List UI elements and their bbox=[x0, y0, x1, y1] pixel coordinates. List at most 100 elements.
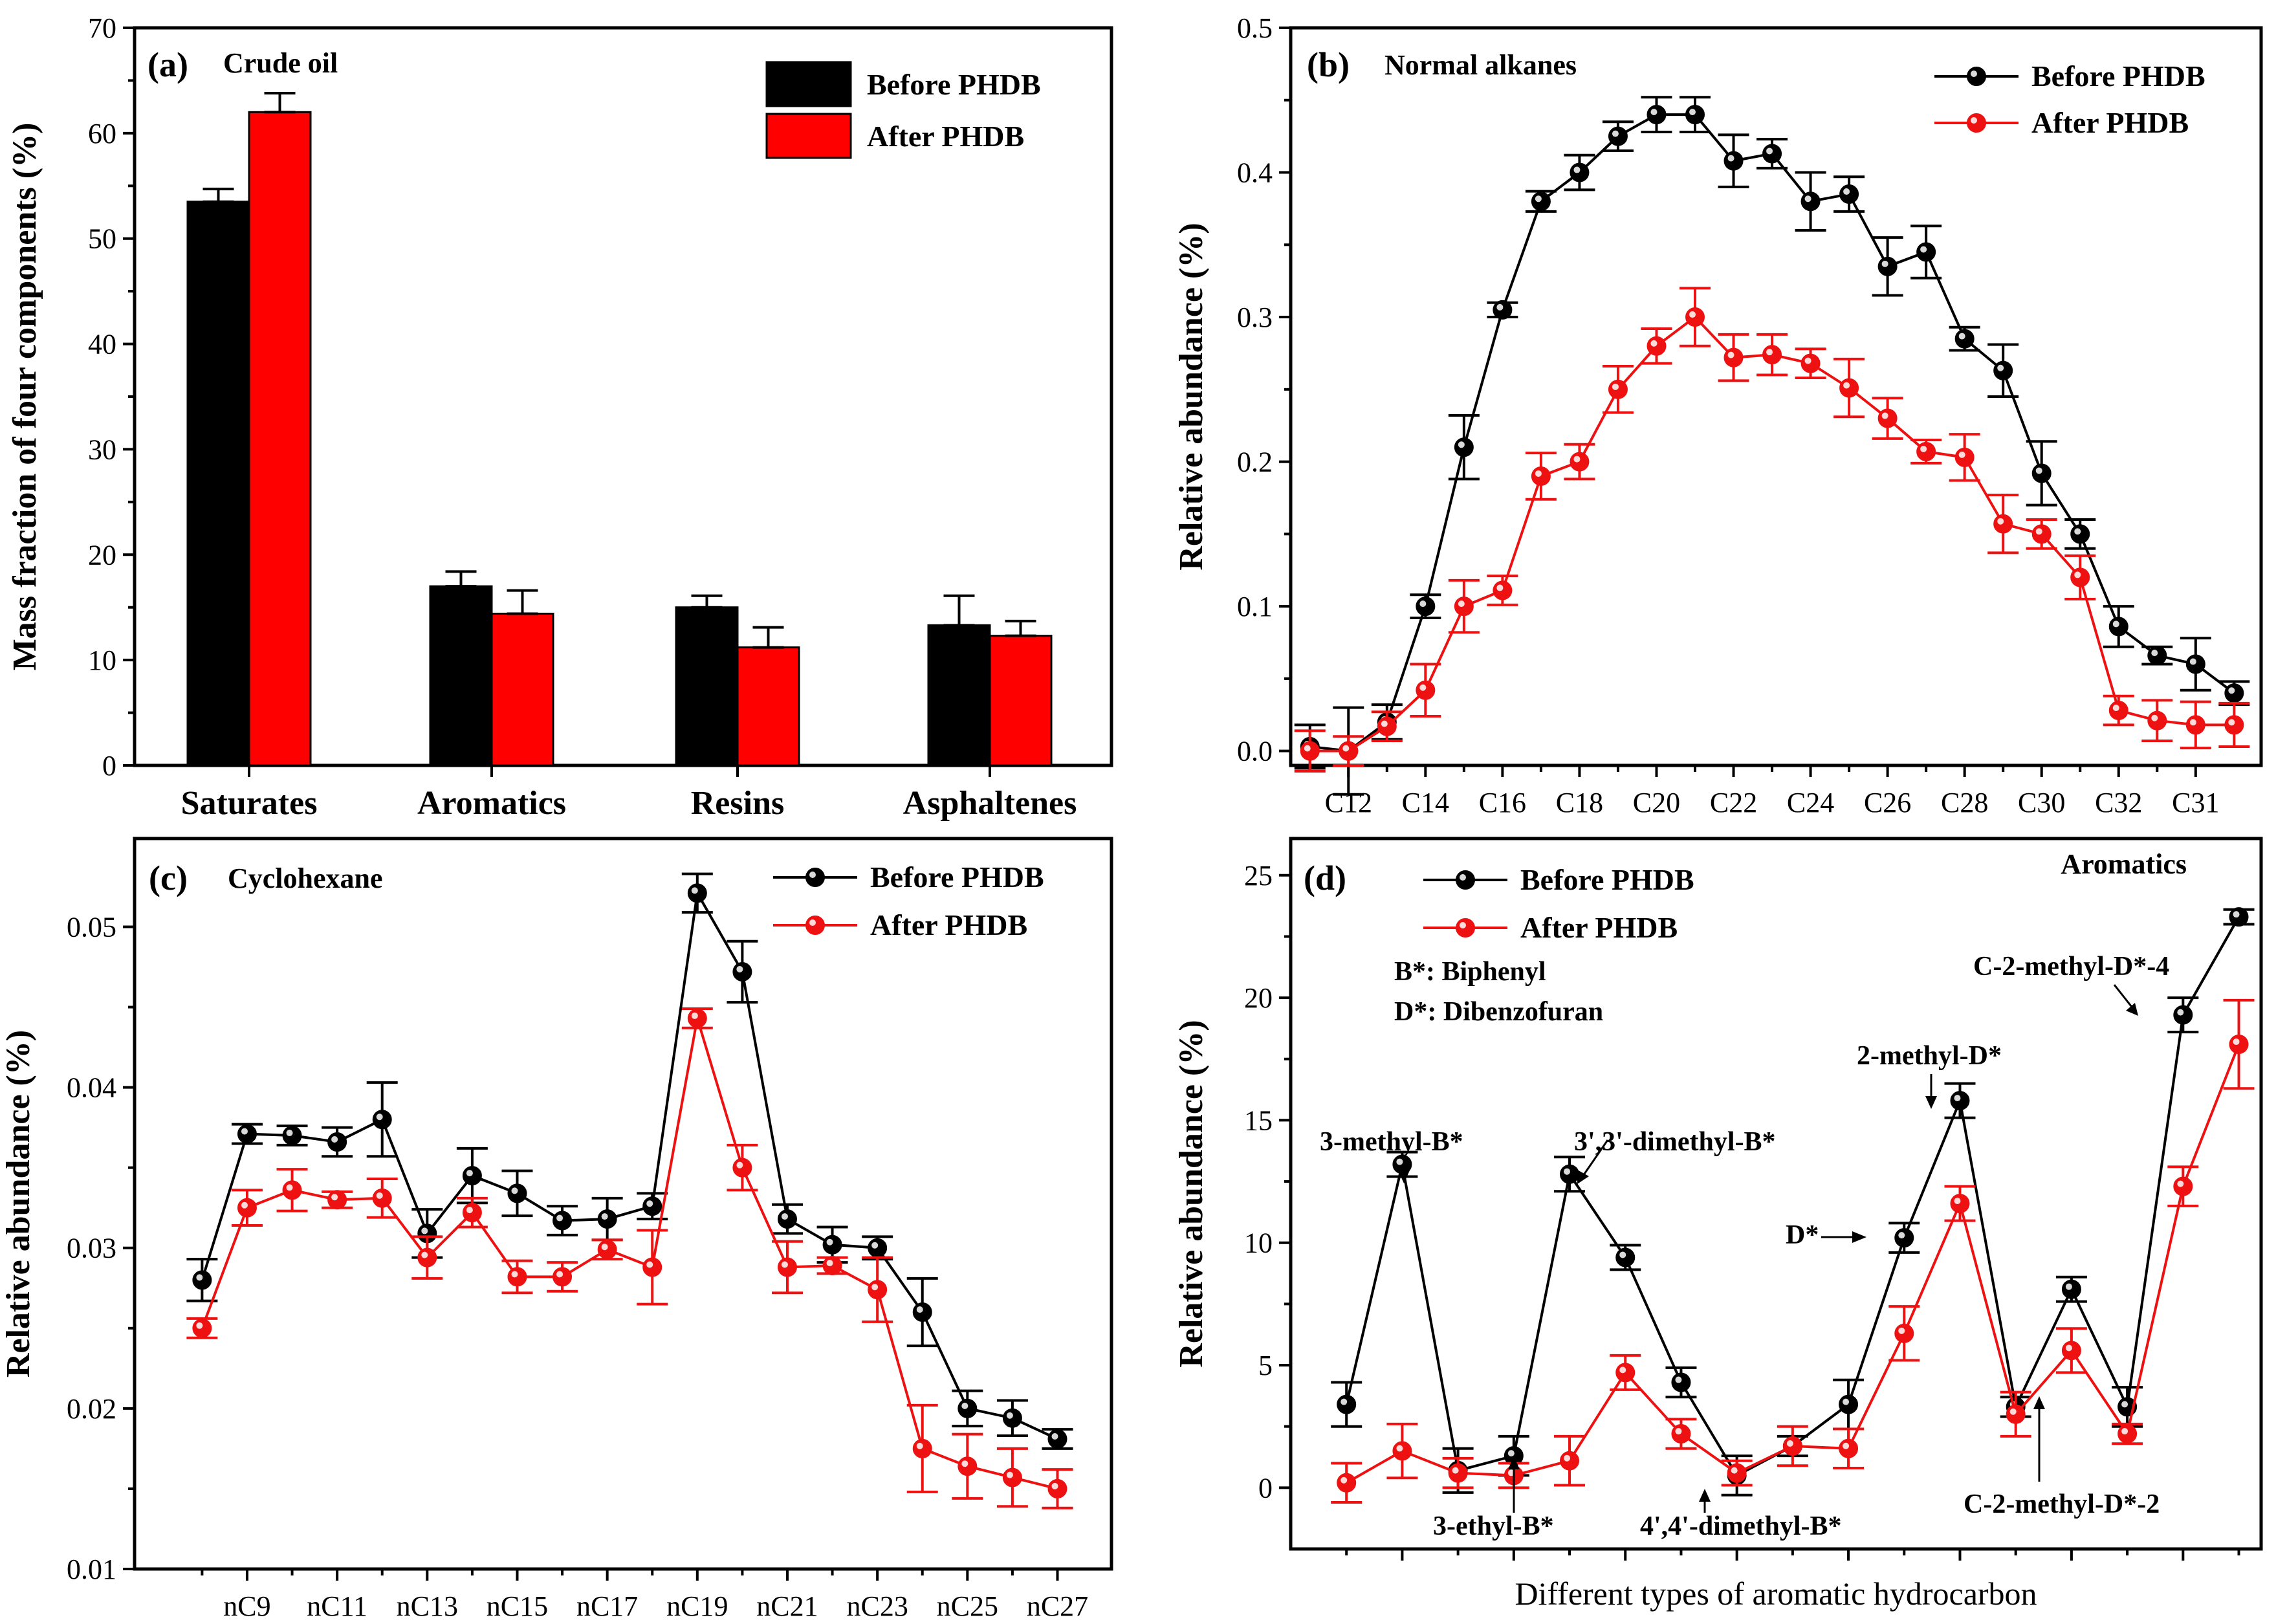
b-before-point bbox=[1877, 256, 1898, 276]
c-y-tick-label: 0.01 bbox=[67, 1553, 116, 1585]
b-before-point-highlight bbox=[1419, 600, 1427, 608]
c-before-point bbox=[553, 1211, 573, 1231]
b-before-point-highlight bbox=[1997, 364, 2004, 371]
c-after-point bbox=[912, 1438, 932, 1458]
d-after-point bbox=[1950, 1194, 1970, 1214]
c-after-point-highlight bbox=[736, 1161, 743, 1169]
d-before-point bbox=[1894, 1228, 1914, 1248]
c-y-tick-label: 0.05 bbox=[67, 911, 116, 943]
d-before-point-highlight bbox=[1340, 1398, 1348, 1405]
c-before-point-highlight bbox=[331, 1136, 338, 1143]
d-after-point bbox=[1337, 1473, 1357, 1493]
d-before-point-highlight bbox=[1619, 1251, 1626, 1258]
b-before-point bbox=[2031, 463, 2052, 483]
c-before-point-highlight bbox=[421, 1227, 428, 1234]
a-before-bar bbox=[429, 585, 493, 767]
c-after-point-highlight bbox=[646, 1261, 653, 1268]
c-after-point-highlight bbox=[916, 1442, 923, 1449]
b-after-point-highlight bbox=[1612, 383, 1619, 390]
d-after-point-highlight bbox=[1564, 1454, 1571, 1462]
b-before-point-highlight bbox=[1920, 246, 1927, 253]
b-x-tick-label: C18 bbox=[1556, 787, 1603, 818]
d-before-point bbox=[1615, 1247, 1636, 1267]
b-after-point bbox=[1531, 466, 1551, 486]
c-before-point-highlight bbox=[376, 1114, 383, 1121]
a-before-bar bbox=[927, 624, 991, 767]
b-after-point-highlight bbox=[2228, 719, 2235, 726]
b-after-point-highlight bbox=[1689, 311, 1696, 318]
d-after-point bbox=[2061, 1341, 2081, 1361]
c-before-point bbox=[1047, 1429, 1067, 1449]
c-before-point bbox=[282, 1126, 302, 1146]
c-panel-label: (c) bbox=[149, 859, 188, 897]
d-before-point bbox=[2061, 1279, 2081, 1299]
d-before-point-highlight bbox=[2177, 1009, 2184, 1016]
d-legend-label: After PHDB bbox=[1520, 911, 1678, 944]
c-after-point bbox=[777, 1257, 797, 1277]
b-y-tick-label: 0.0 bbox=[1237, 736, 1273, 767]
d-after-point-highlight bbox=[2177, 1180, 2184, 1187]
d-annotation-arrow bbox=[2113, 984, 2135, 1010]
a-y-tick-label: 40 bbox=[88, 329, 116, 360]
b-after-point bbox=[1839, 378, 1859, 398]
b-before-point-highlight bbox=[1766, 148, 1773, 155]
b-after-point bbox=[2031, 524, 2052, 544]
b-before-line bbox=[1309, 113, 2235, 752]
d-annotation-arrowhead bbox=[1699, 1489, 1711, 1502]
d-after-point bbox=[1392, 1441, 1412, 1461]
c-before-point-highlight bbox=[196, 1274, 203, 1281]
b-x-tick-label: C14 bbox=[1402, 787, 1449, 818]
d-before-point-highlight bbox=[2121, 1401, 2128, 1408]
b-panel-label: (b) bbox=[1307, 45, 1350, 84]
d-after-point bbox=[1448, 1463, 1468, 1483]
b-after-point bbox=[1993, 514, 2013, 534]
b-before-point bbox=[2224, 683, 2244, 703]
d-annotation: 3-ethyl-B* bbox=[1433, 1511, 1554, 1541]
c-before-point bbox=[507, 1183, 527, 1203]
c-x-tick-label: nC11 bbox=[307, 1590, 367, 1622]
b-before-point bbox=[1954, 329, 1975, 349]
d-after-point bbox=[1894, 1323, 1914, 1343]
d-legend-note: B*: Biphenyl bbox=[1394, 957, 1546, 987]
b-before-point-highlight bbox=[1727, 155, 1734, 162]
c-before-point-highlight bbox=[556, 1214, 564, 1222]
d-after-point-highlight bbox=[2121, 1428, 2128, 1435]
b-legend-label: After PHDB bbox=[2031, 106, 2189, 139]
a-y-tick-label: 10 bbox=[88, 644, 116, 676]
d-legend-point bbox=[1456, 918, 1475, 938]
b-before-point-highlight bbox=[2228, 687, 2235, 694]
d-after-point bbox=[1615, 1363, 1636, 1383]
d-annotation-arrow bbox=[1581, 1139, 1609, 1178]
b-after-point bbox=[1339, 741, 1359, 761]
c-before-point bbox=[462, 1166, 482, 1186]
b-before-point bbox=[1608, 126, 1628, 146]
b-after-point-highlight bbox=[2189, 719, 2196, 726]
b-before-point bbox=[1416, 597, 1436, 617]
c-after-point bbox=[732, 1158, 752, 1178]
b-x-tick-label: C16 bbox=[1479, 787, 1526, 818]
b-before-point bbox=[1493, 300, 1513, 320]
b-after-point bbox=[1493, 580, 1513, 600]
panel-d-line-chart: 0 5 10 15 20 25 Relative abundance (%) Differen… bbox=[1173, 837, 2263, 1612]
c-after-line bbox=[201, 1018, 1058, 1490]
d-after-point-highlight bbox=[1452, 1467, 1459, 1474]
d-before-point bbox=[1671, 1372, 1691, 1392]
b-after-point-highlight bbox=[2074, 571, 2081, 578]
c-after-point bbox=[957, 1456, 978, 1476]
d-plot-frame bbox=[1289, 837, 2263, 1551]
b-x-tick-label: C30 bbox=[2018, 787, 2065, 818]
b-after-point bbox=[1608, 379, 1628, 399]
c-x-tick-label: nC25 bbox=[937, 1590, 998, 1622]
d-y-tick-label: 0 bbox=[1258, 1472, 1273, 1504]
d-annotation-arrowhead bbox=[1398, 1170, 1410, 1183]
b-after-point-highlight bbox=[1881, 412, 1888, 419]
d-after-point-highlight bbox=[2065, 1344, 2072, 1352]
c-after-point bbox=[597, 1240, 617, 1260]
d-after-point-highlight bbox=[1843, 1442, 1850, 1449]
a-legend-label: After PHDB bbox=[867, 120, 1024, 153]
b-after-point-highlight bbox=[2112, 705, 2119, 712]
d-after-point-highlight bbox=[2233, 1038, 2240, 1046]
c-after-point-highlight bbox=[1006, 1471, 1013, 1478]
d-after-point bbox=[2229, 1035, 2249, 1055]
d-after-point bbox=[2117, 1424, 2138, 1444]
